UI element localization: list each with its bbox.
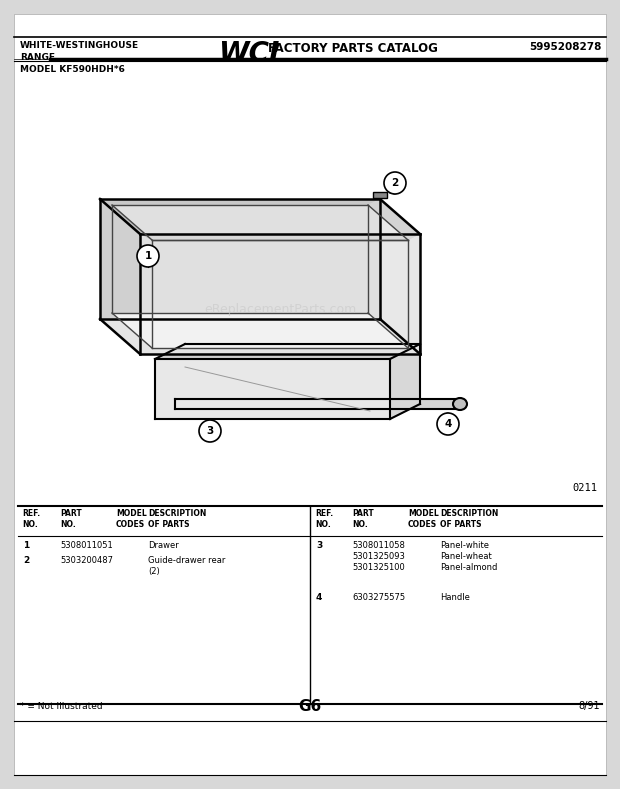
Text: REF.
NO.: REF. NO. (315, 509, 333, 529)
Text: Handle: Handle (440, 593, 470, 602)
Text: FACTORY PARTS CATALOG: FACTORY PARTS CATALOG (268, 42, 438, 55)
Text: Guide-drawer rear
(2): Guide-drawer rear (2) (148, 556, 226, 576)
Polygon shape (100, 199, 380, 319)
Text: 5308011058
5301325093
5301325100: 5308011058 5301325093 5301325100 (352, 541, 405, 572)
Text: 1: 1 (23, 541, 29, 550)
Polygon shape (155, 344, 420, 359)
Text: G6: G6 (298, 699, 322, 714)
Polygon shape (140, 234, 420, 240)
Text: 2: 2 (391, 178, 399, 188)
Text: eReplacementParts.com: eReplacementParts.com (204, 302, 356, 316)
Text: WHITE-WESTINGHOUSE
RANGE: WHITE-WESTINGHOUSE RANGE (20, 41, 139, 62)
Circle shape (137, 245, 159, 267)
Text: 3: 3 (316, 541, 322, 550)
Polygon shape (368, 199, 420, 240)
Text: REF.
NO.: REF. NO. (22, 509, 40, 529)
Circle shape (384, 172, 406, 194)
Text: 2: 2 (23, 556, 29, 565)
Polygon shape (100, 199, 380, 205)
Text: 3: 3 (206, 426, 214, 436)
Polygon shape (100, 199, 152, 240)
Text: DESCRIPTION
OF PARTS: DESCRIPTION OF PARTS (440, 509, 498, 529)
Text: MODEL
CODES: MODEL CODES (116, 509, 147, 529)
Text: PART
NO.: PART NO. (352, 509, 374, 529)
Polygon shape (175, 399, 455, 409)
Text: 1: 1 (144, 251, 152, 261)
Polygon shape (380, 199, 420, 354)
Text: WCI: WCI (218, 40, 280, 68)
Text: * = Not Illustrated: * = Not Illustrated (20, 702, 103, 711)
Text: 5995208278: 5995208278 (529, 42, 602, 52)
Polygon shape (100, 199, 140, 354)
Polygon shape (100, 319, 420, 354)
Polygon shape (155, 359, 390, 419)
Text: 6303275575: 6303275575 (352, 593, 405, 602)
Text: 8/91: 8/91 (578, 701, 600, 711)
Text: 4: 4 (316, 593, 322, 602)
Polygon shape (390, 344, 420, 419)
Circle shape (199, 420, 221, 442)
Ellipse shape (453, 398, 467, 410)
Text: MODEL
CODES: MODEL CODES (408, 509, 439, 529)
Circle shape (437, 413, 459, 435)
Text: PART
NO.: PART NO. (60, 509, 82, 529)
Text: 4: 4 (445, 419, 452, 429)
Text: 5303200487: 5303200487 (60, 556, 113, 565)
Text: MODEL KF590HDH*6: MODEL KF590HDH*6 (20, 65, 125, 74)
Text: 0211: 0211 (572, 483, 597, 493)
FancyBboxPatch shape (14, 14, 606, 775)
Polygon shape (112, 313, 408, 348)
Text: 5308011051: 5308011051 (60, 541, 113, 550)
Text: Drawer: Drawer (148, 541, 179, 550)
Text: Panel-white
Panel-wheat
Panel-almond: Panel-white Panel-wheat Panel-almond (440, 541, 497, 572)
Text: DESCRIPTION
OF PARTS: DESCRIPTION OF PARTS (148, 509, 206, 529)
FancyBboxPatch shape (373, 192, 387, 198)
